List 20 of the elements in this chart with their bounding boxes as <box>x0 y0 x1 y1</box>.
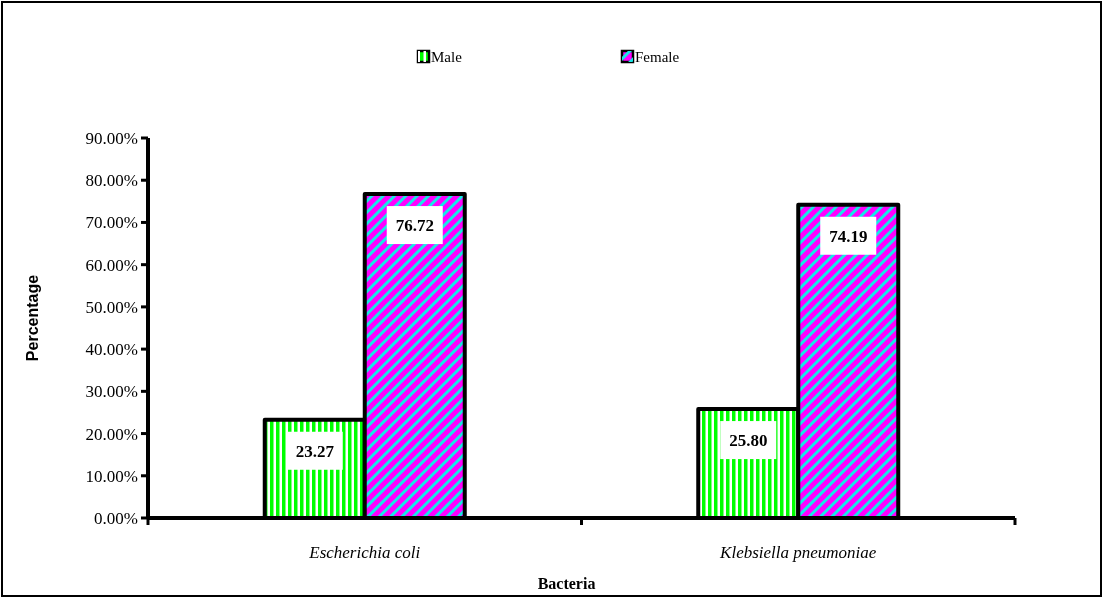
legend-label: Male <box>431 49 463 66</box>
y-tick-label: 20.00% <box>85 424 138 444</box>
y-tick-label: 60.00% <box>85 255 138 275</box>
y-axis-title: Percentage <box>24 274 41 362</box>
y-tick-label: 50.00% <box>85 297 138 317</box>
y-tick-label: 30.00% <box>85 382 138 402</box>
data-label: 25.80 <box>729 431 768 451</box>
y-tick-label: 90.00% <box>85 128 138 148</box>
data-label: 76.72 <box>395 216 434 236</box>
y-tick-label: 0.00% <box>94 508 138 528</box>
y-tick-label: 10.00% <box>85 466 138 486</box>
y-tick-label: 40.00% <box>85 340 138 360</box>
legend-label: Female <box>635 49 680 66</box>
data-label: 23.27 <box>295 441 335 461</box>
y-tick-label: 80.00% <box>85 171 138 191</box>
y-tick-label: 70.00% <box>85 213 138 233</box>
x-axis-title: Bacteria <box>537 575 596 592</box>
x-tick-label: Klebsiella pneumoniae <box>719 543 877 562</box>
data-label: 74.19 <box>829 226 868 246</box>
x-tick-label: Escherichia coli <box>308 543 421 562</box>
